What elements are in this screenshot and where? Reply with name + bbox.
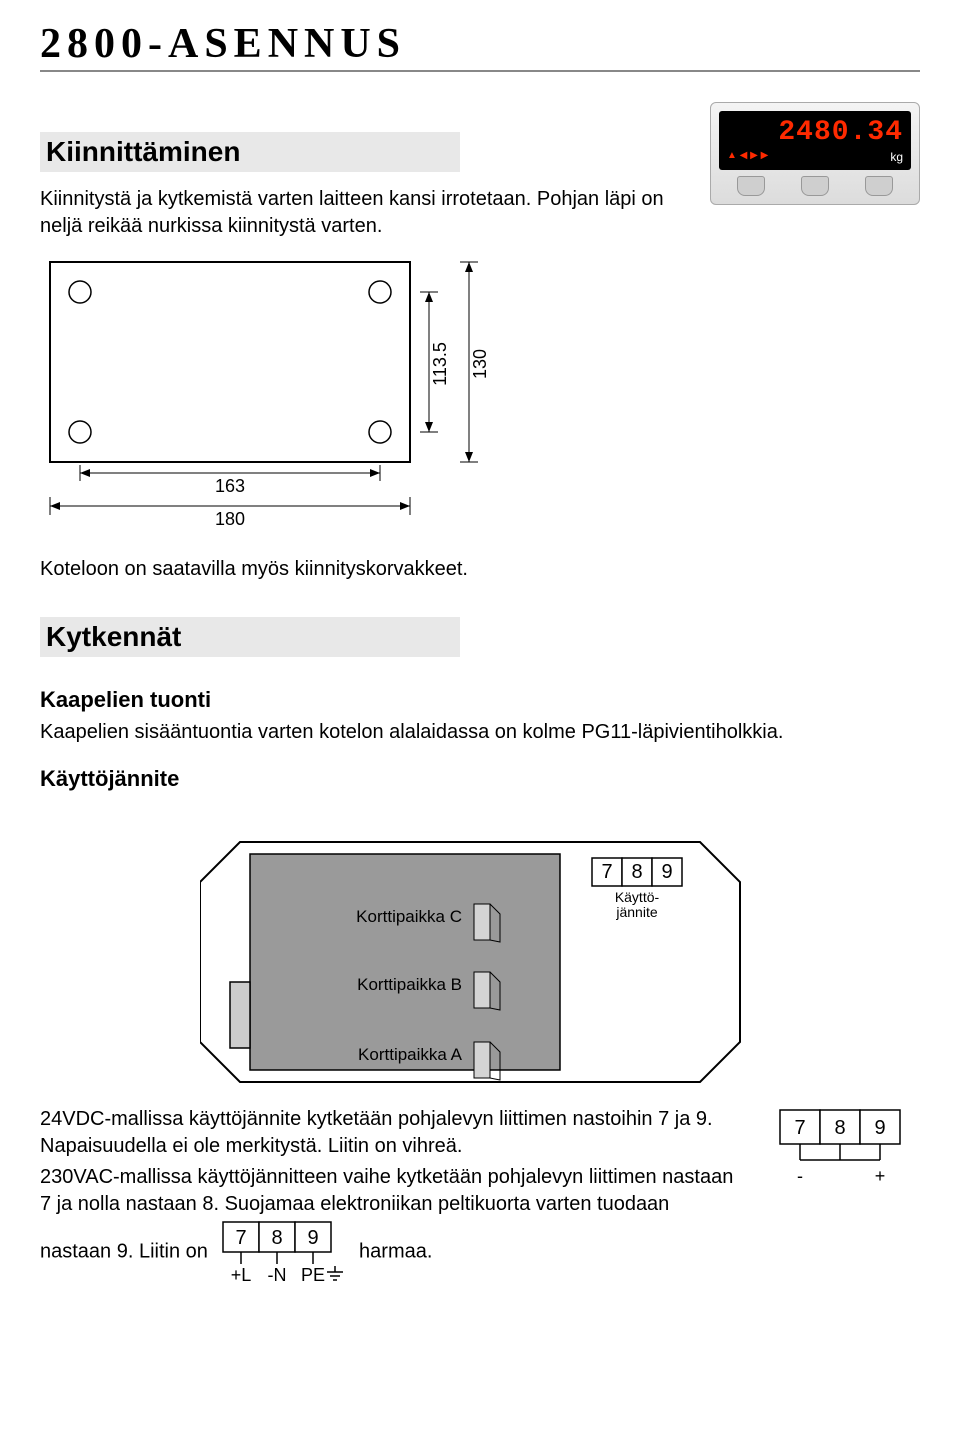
svg-text:-: - (797, 1166, 803, 1186)
bottom-paragraph-24vdc: 24VDC-mallissa käyttöjännite kytketään p… (40, 1106, 746, 1160)
svg-text:7: 7 (794, 1117, 805, 1139)
svg-text:9: 9 (874, 1117, 885, 1139)
svg-text:Käyttö-: Käyttö- (615, 889, 660, 905)
earth-icon (327, 1266, 343, 1280)
bottom-paragraph-230vac: 230VAC-mallissa käyttöjännitteen vaihe k… (40, 1164, 746, 1286)
svg-text:9: 9 (308, 1227, 319, 1249)
enclosure-dimension-diagram: 163 180 113.5 130 (40, 252, 580, 552)
section-connections-heading: Kytkennät (40, 617, 460, 657)
svg-text:7: 7 (601, 861, 612, 883)
svg-text:8: 8 (834, 1117, 845, 1139)
device-unit: kg (890, 150, 903, 164)
ac-terminal-diagram: 7 8 9 +L -N PE (217, 1218, 349, 1286)
svg-text:7: 7 (236, 1227, 247, 1249)
svg-text:jännite: jännite (615, 904, 657, 920)
cables-text: Kaapelien sisääntuontia varten kotelon a… (40, 719, 920, 746)
cables-subheading: Kaapelien tuonti (40, 687, 920, 713)
voltage-subheading: Käyttöjännite (40, 766, 920, 792)
svg-text:9: 9 (661, 861, 672, 883)
device-illustration: 2480.34 ▲ ◀ ▶ ▶ kg (710, 102, 920, 205)
dim-width-inner: 163 (215, 476, 245, 496)
cable-gland-icon (737, 176, 765, 196)
slot-diagram: Korttipaikka C Korttipaikka B Korttipaik… (200, 812, 760, 1092)
slot-c-label: Korttipaikka C (356, 907, 462, 926)
svg-text:8: 8 (272, 1227, 283, 1249)
svg-text:+L: +L (231, 1265, 252, 1285)
cable-gland-icon (801, 176, 829, 196)
cable-gland-icon (865, 176, 893, 196)
mounting-paragraph-1: Kiinnitystä ja kytkemistä varten laittee… (40, 186, 690, 240)
arrow-icon: ▲ ◀ ▶ ▶ (727, 150, 768, 164)
dim-height-outer: 130 (470, 349, 490, 379)
doc-title: 2800-ASENNUS (40, 20, 920, 72)
dim-width-outer: 180 (215, 509, 245, 529)
slot-b-label: Korttipaikka B (357, 975, 462, 994)
dc-terminal-diagram: 7 8 9 - + (770, 1102, 920, 1192)
svg-text:+: + (875, 1166, 886, 1186)
device-screen: 2480.34 ▲ ◀ ▶ ▶ kg (719, 111, 911, 170)
section-mounting-heading: Kiinnittäminen (40, 132, 460, 172)
slot-a-label: Korttipaikka A (358, 1045, 463, 1064)
svg-text:8: 8 (631, 861, 642, 883)
svg-text:PE: PE (301, 1265, 325, 1285)
mounting-paragraph-2: Koteloon on saatavilla myös kiinnityskor… (40, 556, 920, 583)
dim-height-inner: 113.5 (430, 342, 450, 386)
svg-text:-N: -N (268, 1265, 287, 1285)
device-reading: 2480.34 (778, 117, 903, 148)
